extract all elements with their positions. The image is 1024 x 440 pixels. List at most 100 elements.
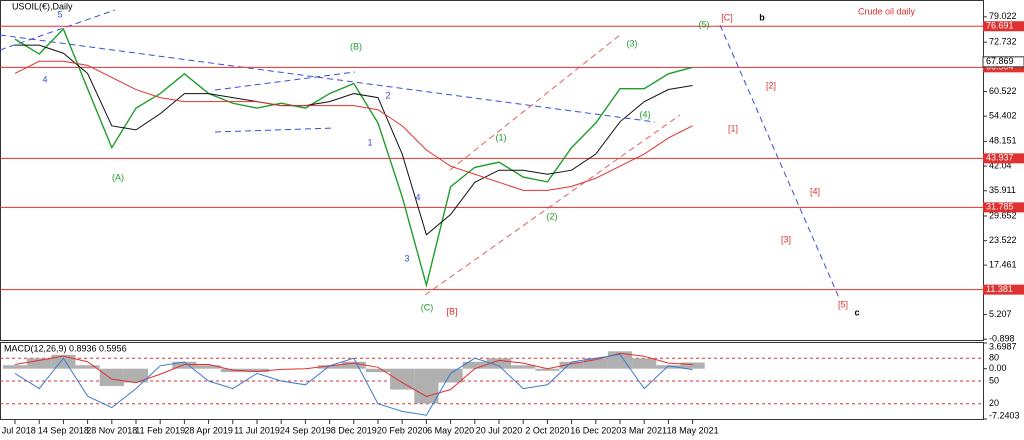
channel-line: [449, 34, 621, 171]
macd-bar: [123, 368, 149, 383]
x-tick-label: 1 Jul 2018: [0, 425, 36, 435]
macd-bar: [511, 365, 536, 369]
level-box: [983, 202, 1024, 213]
y-tick-label: 72.732: [989, 37, 1017, 47]
wave-label: 4: [415, 192, 420, 202]
y-tick-label: 5.207: [989, 309, 1012, 319]
wave-label: [B]: [446, 306, 457, 316]
trend-line: [214, 71, 356, 91]
macd-bar: [680, 362, 705, 369]
macd-bar: [2, 365, 28, 369]
x-tick-label: 16 Dec 2020: [570, 425, 621, 435]
macd-bar: [99, 368, 124, 387]
trend-lines: [0, 9, 841, 301]
macd-bar: [27, 358, 52, 369]
y-tick-label: -0.898: [989, 334, 1015, 344]
indicator-line: [14, 353, 693, 416]
wave-label: [1]: [728, 123, 738, 133]
y-tick-label: 42.04: [989, 160, 1012, 170]
y2-tick-label: 20: [989, 398, 999, 408]
chart-title: USOIL(€),Daily: [12, 1, 73, 11]
macd-bar: [390, 368, 415, 390]
y-tick-label: 48.151: [989, 136, 1017, 146]
wave-label: [C]: [721, 12, 733, 22]
x-tick-label: 28 Apr 2019: [184, 425, 233, 435]
y-tick-label: 23.522: [989, 235, 1017, 245]
y-tick-label: 79.022: [989, 11, 1017, 21]
wave-label: (2): [547, 211, 558, 221]
wave-label: (4): [640, 109, 651, 119]
macd-title: MACD(12,26,9) 0.8936 0.5956: [4, 343, 127, 353]
main-panel: [0, 0, 984, 341]
macd-bar: [583, 358, 608, 369]
wave-label: (C): [421, 302, 434, 312]
macd-bar: [75, 365, 100, 369]
y2-tick-label: 50: [989, 375, 999, 385]
macd-bar: [414, 368, 439, 404]
x-tick-label: 20 Jul 2020: [476, 425, 523, 435]
macd-bar: [244, 368, 270, 373]
wave-label: 3: [404, 253, 409, 263]
y-tick-label: 35.911: [989, 185, 1016, 195]
y-tick-label: 60.522: [989, 86, 1017, 96]
level-box: [983, 62, 1024, 73]
wave-label: [4]: [810, 186, 820, 196]
x-tick-label: 2 Oct 2020: [525, 425, 569, 435]
price-label: 67.869: [986, 56, 1014, 66]
x-tick-label: 11 Jul 2019: [234, 425, 280, 435]
wave-label: Crude oil daily: [858, 6, 916, 16]
level-box: [983, 21, 1024, 32]
y-tick-label: 17.461: [989, 260, 1017, 270]
x-tick-label: 20 Feb 2020: [377, 425, 428, 435]
wave-label: (A): [112, 172, 124, 182]
y-tick-label: 0.00: [989, 363, 1007, 373]
x-tick-label: 18 May 2021: [667, 425, 719, 435]
wave-label: (5): [699, 19, 710, 29]
x-tick-label: 28 Nov 2018: [86, 425, 137, 435]
macd-bar: [365, 368, 391, 373]
level-label: 76.691: [986, 21, 1014, 31]
macd-bar: [559, 361, 584, 369]
wave-label: 4: [42, 74, 47, 84]
wave-label: c: [854, 307, 859, 317]
x-tick-label: 3 Mar 2021: [621, 425, 667, 435]
level-label: 43.937: [986, 153, 1014, 163]
macd-bar: [656, 365, 681, 369]
macd-bar: [462, 361, 487, 369]
macd-bar: [196, 365, 221, 369]
y-tick-label: 3.6987: [989, 341, 1017, 351]
macd-bar: [51, 354, 76, 369]
macd-bar: [438, 368, 463, 383]
x-tick-label: 14 Sep 2018: [38, 425, 89, 435]
price-line: [14, 27, 693, 288]
y2-tick-label: 80: [989, 353, 999, 363]
y-tick-label: 29.652: [989, 210, 1017, 220]
wave-label: [3]: [781, 234, 791, 244]
wave-label: 1: [367, 137, 372, 147]
wave-label: (1): [496, 132, 507, 142]
macd-bar: [535, 368, 560, 371]
trend-line: [0, 9, 116, 51]
indicator-line: [14, 352, 693, 398]
y-tick-label: 54.402: [989, 111, 1017, 121]
trend-line: [0, 34, 656, 123]
macd-bar: [317, 365, 342, 369]
trend-line: [214, 127, 336, 133]
moving-average: [14, 60, 693, 191]
moving-average: [15, 44, 693, 236]
level-label: 31.785: [986, 202, 1014, 212]
macd-bar: [172, 361, 197, 369]
wave-label: 5: [57, 9, 62, 19]
wave-label: (3): [627, 38, 638, 48]
level-box: [983, 153, 1024, 164]
price-box: [982, 56, 1024, 68]
x-tick-label: 6 May 2020: [427, 425, 474, 435]
level-label: 11.381: [986, 284, 1013, 294]
wave-label: [2]: [766, 80, 776, 90]
macd-bar: [341, 361, 366, 369]
wave-label: (B): [350, 41, 362, 51]
projection-line: [719, 24, 841, 301]
macd-bar: [632, 358, 657, 369]
wave-label: [5]: [838, 299, 848, 309]
